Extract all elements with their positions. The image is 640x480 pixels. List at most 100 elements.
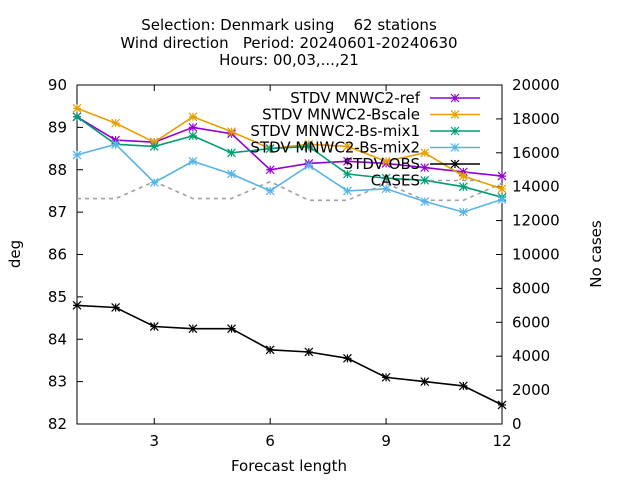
data-point — [227, 324, 236, 334]
data-point — [188, 156, 198, 166]
data-point — [497, 171, 507, 181]
y2-tick-label: 10000 — [512, 246, 560, 264]
data-point-glyph — [72, 103, 82, 113]
data-point-glyph — [72, 112, 82, 122]
data-point — [111, 303, 121, 312]
data-point-glyph — [111, 135, 121, 145]
series-line — [76, 107, 503, 190]
data-point-glyph — [188, 131, 198, 141]
legend-marker-glyph — [450, 159, 460, 169]
data-point-glyph — [381, 156, 391, 166]
x-tick-label: 3 — [149, 432, 159, 450]
chart-title-line-1: Selection: Denmark using 62 stations — [141, 16, 437, 34]
data-point-glyph — [458, 171, 468, 181]
legend-entry-1: STDV MNWC2-ref — [290, 89, 480, 107]
data-point-glyph — [304, 347, 314, 357]
data-point — [304, 142, 314, 151]
data-point — [72, 300, 82, 310]
data-point-glyph — [304, 142, 314, 151]
data-point-glyph — [420, 175, 430, 185]
data-point-glyph — [265, 186, 275, 196]
series-line — [76, 143, 503, 213]
data-point — [343, 186, 352, 196]
data-point-glyph — [497, 171, 507, 181]
data-point-glyph — [458, 207, 468, 217]
legend-label: STDV OBS — [344, 155, 420, 173]
y-tick-label: 86 — [48, 246, 67, 264]
y2-tick-label: 4000 — [512, 347, 550, 365]
data-point-glyph — [188, 112, 198, 122]
y2-tick-label: 6000 — [512, 313, 550, 331]
y-tick-label: 82 — [48, 415, 67, 433]
y-tick-label: 87 — [48, 203, 67, 221]
data-point — [188, 122, 198, 132]
legend-entry-2: STDV MNWC2-Bscale — [262, 106, 480, 124]
data-point — [72, 112, 82, 122]
data-point — [420, 148, 430, 158]
series-line — [76, 116, 503, 177]
legend-entry-5: STDV OBS — [344, 155, 480, 173]
plot-area: 82 83 84 85 86 87 88 89 90 0 2000 4000 6000 8000 10000… — [48, 76, 560, 450]
data-point-glyph — [381, 173, 391, 183]
legend-entry-3: STDV MNWC2-Bs-mix1 — [250, 122, 480, 140]
y-tick-label: 85 — [48, 288, 67, 306]
y2-tick-label: 18000 — [512, 110, 560, 128]
data-point — [381, 372, 391, 382]
x-axis-label: Forecast length — [231, 457, 347, 475]
data-point — [381, 173, 391, 183]
data-point — [343, 142, 352, 151]
legend-marker — [450, 110, 460, 119]
data-point — [188, 131, 198, 141]
data-point-glyph — [188, 156, 198, 166]
y-tick-label: 89 — [48, 118, 67, 136]
data-point — [497, 184, 507, 194]
y2-tick-label: 20000 — [512, 76, 560, 94]
data-point — [265, 144, 275, 153]
legend-label: STDV MNWC2-Bs-mix2 — [250, 139, 420, 157]
data-point — [188, 324, 198, 334]
legend-label: CASES — [371, 172, 420, 190]
data-point-glyph — [420, 163, 430, 173]
data-point-glyph — [227, 324, 236, 334]
legend-entry-4: STDV MNWC2-Bs-mix2 — [250, 139, 480, 157]
legend-marker-glyph — [450, 110, 460, 119]
y-tick-label: 83 — [48, 373, 67, 391]
data-point-glyph — [458, 182, 468, 192]
data-point-glyph — [227, 169, 236, 179]
data-point — [149, 322, 159, 331]
series-6 — [77, 180, 503, 202]
data-point-glyph — [497, 400, 507, 410]
data-point — [381, 156, 391, 166]
data-point-glyph — [343, 169, 352, 179]
data-point-glyph — [149, 178, 159, 187]
chart-title-line-3: Hours: 00,03,...,21 — [219, 51, 359, 69]
y-tick-label: 90 — [48, 76, 67, 94]
data-point-glyph — [497, 184, 507, 194]
legend-marker — [450, 126, 460, 136]
x-tick-label: 12 — [492, 432, 511, 450]
data-point-glyph — [149, 142, 159, 151]
data-point-glyph — [265, 345, 275, 355]
legend-marker-glyph — [450, 93, 460, 103]
data-point-glyph — [111, 303, 121, 312]
data-point — [458, 171, 468, 181]
legend-entry-6: CASES — [371, 172, 480, 190]
legend-label: STDV MNWC2-Bs-mix1 — [250, 122, 420, 140]
data-point-glyph — [343, 186, 352, 196]
y2-tick-label: 12000 — [512, 212, 560, 230]
data-point-glyph — [265, 144, 275, 153]
data-point — [458, 207, 468, 217]
data-point — [265, 186, 275, 196]
y2-tick-label: 2000 — [512, 381, 550, 399]
data-point-glyph — [188, 324, 198, 334]
data-point — [304, 161, 314, 170]
y2-tick-label: 14000 — [512, 178, 560, 196]
series-line — [76, 116, 503, 199]
data-point-glyph — [497, 194, 507, 204]
data-point-glyph — [111, 118, 121, 128]
data-point-glyph — [381, 184, 391, 194]
data-point — [227, 127, 236, 137]
data-point-glyph — [343, 156, 352, 166]
